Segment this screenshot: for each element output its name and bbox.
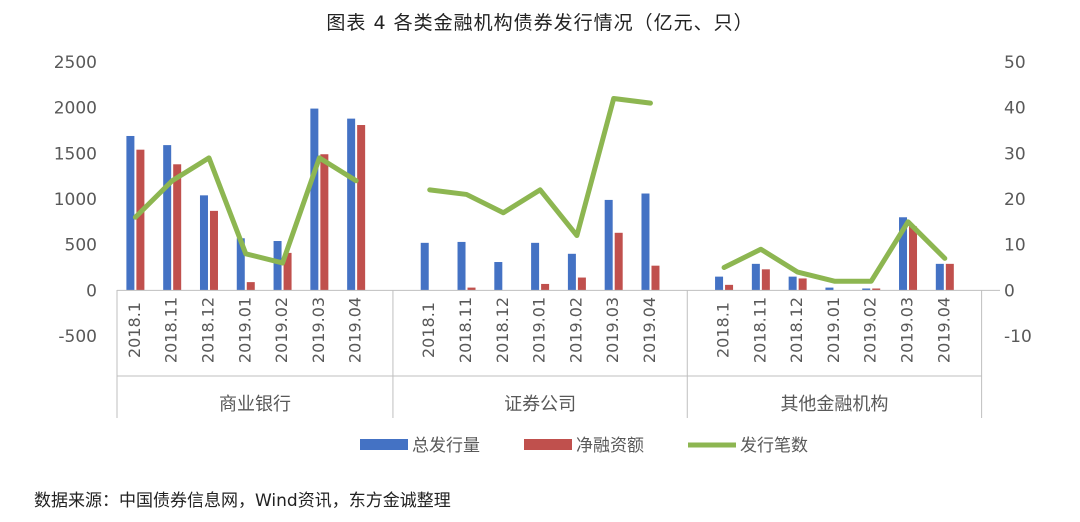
group-label: 其他金融机构 (780, 394, 888, 415)
y-right-tick-label: 10 (1004, 236, 1026, 256)
bar-总发行量 (531, 242, 540, 291)
bar-净融资额 (246, 282, 255, 291)
line-发行笔数 (427, 96, 653, 239)
y-right-tick-label: 0 (1004, 281, 1015, 301)
legend-label: 总发行量 (412, 436, 480, 456)
bar-总发行量 (273, 241, 282, 291)
legend-label: 发行笔数 (740, 436, 808, 456)
bar-总发行量 (641, 193, 650, 291)
bar-总发行量 (494, 262, 503, 291)
line-发行笔数 (132, 155, 359, 266)
y-left-tick-label: 0 (86, 281, 97, 301)
bar-总发行量 (236, 238, 245, 291)
line-发行笔数 (721, 219, 948, 284)
y-left-tick-label: 1500 (54, 144, 97, 164)
bar-净融资额 (725, 284, 734, 291)
bar-净融资额 (651, 265, 660, 291)
bar-总发行量 (604, 199, 613, 291)
category-tick-label: 2019.01 (824, 297, 843, 363)
bar-总发行量 (126, 135, 135, 291)
category-tick-label: 2018.1 (125, 302, 144, 358)
bar-净融资额 (945, 263, 954, 291)
bar-净融资额 (909, 226, 918, 291)
category-tick-label: 2018.12 (198, 297, 217, 363)
y-right-tick-label: 30 (1004, 144, 1026, 164)
category-tick-label: 2019.03 (898, 297, 917, 363)
category-tick-label: 2019.04 (346, 297, 365, 363)
category-tick-label: 2019.04 (934, 297, 953, 363)
bar-总发行量 (935, 263, 944, 291)
group-label: 商业银行 (219, 394, 291, 415)
legend-swatch-净融资额 (524, 439, 572, 450)
y-left-tick-label: 1000 (54, 190, 97, 210)
y-left-tick-label: 500 (65, 236, 97, 256)
bar-净融资额 (136, 149, 145, 291)
bar-总发行量 (825, 287, 834, 291)
bar-净融资额 (467, 287, 476, 291)
y-left-tick-label: 2500 (54, 53, 97, 73)
category-tick-label: 2019.03 (309, 297, 328, 363)
category-tick-label: 2018.12 (493, 297, 512, 363)
bar-净融资额 (577, 277, 586, 291)
bar-总发行量 (347, 118, 356, 291)
category-tick-label: 2018.11 (162, 297, 181, 363)
category-tick-label: 2018.1 (714, 302, 733, 358)
bar-总发行量 (751, 263, 760, 291)
y-left-tick-label: -500 (58, 327, 97, 347)
bar-总发行量 (420, 242, 429, 291)
category-tick-label: 2019.02 (272, 297, 291, 363)
category-tick-label: 2018.11 (750, 297, 769, 363)
group-label: 证券公司 (504, 394, 576, 415)
legend-swatch-总发行量 (360, 439, 408, 450)
bar-总发行量 (163, 145, 172, 291)
bar-净融资额 (541, 283, 550, 291)
bar-总发行量 (567, 253, 576, 291)
y-right-tick-label: -10 (1004, 327, 1032, 347)
bar-总发行量 (715, 276, 724, 291)
y-right-tick-label: 40 (1004, 99, 1026, 119)
bar-总发行量 (457, 241, 466, 291)
source-note: 数据来源：中国债券信息网，Wind资讯，东方金诚整理 (34, 491, 451, 511)
bar-line-chart: 2500 2000 1500 1000 500 0 -500 50 40 30 20 10 0 -10 20… (54, 53, 1032, 456)
category-tick-label: 2019.04 (640, 297, 659, 363)
bar-净融资额 (320, 154, 329, 291)
bar-净融资额 (614, 232, 623, 291)
bar-总发行量 (899, 217, 908, 291)
bar-总发行量 (199, 195, 208, 291)
category-tick-label: 2019.01 (235, 297, 254, 363)
category-tick-label: 2019.03 (603, 297, 622, 363)
bar-净融资额 (173, 164, 182, 291)
category-tick-label: 2018.12 (787, 297, 806, 363)
category-tick-label: 2018.11 (456, 297, 475, 363)
bar-净融资额 (209, 210, 218, 291)
bar-净融资额 (872, 288, 881, 291)
y-left-tick-label: 2000 (54, 99, 97, 119)
legend-label: 净融资额 (576, 436, 644, 456)
category-tick-label: 2019.02 (861, 297, 880, 363)
bar-净融资额 (761, 269, 770, 291)
bar-净融资额 (357, 125, 366, 291)
bar-总发行量 (862, 288, 871, 291)
bar-总发行量 (310, 108, 319, 291)
category-tick-label: 2019.01 (530, 297, 549, 363)
category-tick-label: 2019.02 (566, 297, 585, 363)
chart-title: 图表 4 各类金融机构债券发行情况（亿元、只） (326, 12, 754, 34)
bar-总发行量 (788, 276, 797, 291)
category-tick-label: 2018.1 (419, 302, 438, 358)
y-right-tick-label: 50 (1004, 53, 1026, 73)
bar-净融资额 (798, 278, 807, 291)
y-right-tick-label: 20 (1004, 190, 1026, 210)
bar-净融资额 (283, 252, 292, 291)
